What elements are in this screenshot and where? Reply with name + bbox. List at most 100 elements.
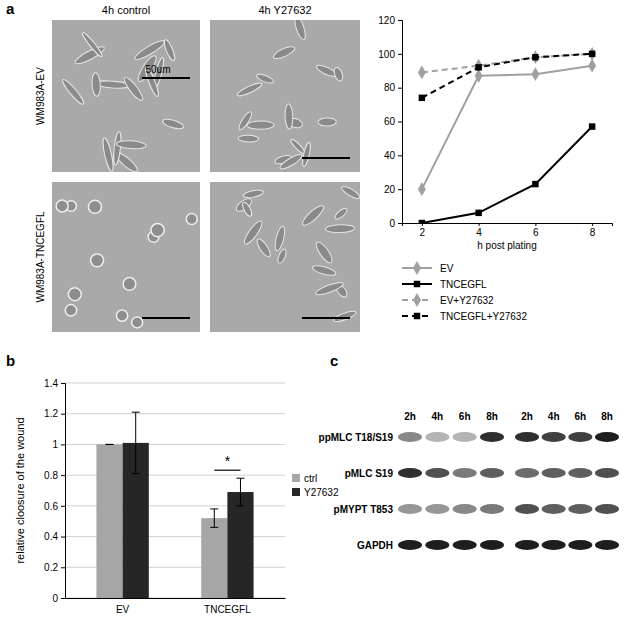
series-line xyxy=(422,66,592,189)
band xyxy=(595,468,619,478)
plot-area xyxy=(96,412,253,598)
series-marker xyxy=(532,181,538,187)
x-axis: 2468 xyxy=(403,223,613,238)
series-marker xyxy=(589,123,595,129)
cell xyxy=(272,44,296,61)
x-tick-label: 8 xyxy=(590,227,596,238)
band xyxy=(453,504,477,514)
y-tick-mark xyxy=(398,189,402,190)
cell xyxy=(237,110,254,131)
y-tick-mark xyxy=(398,20,402,21)
scale-bar xyxy=(142,317,190,319)
band xyxy=(542,432,566,442)
y-tick: 0.2 xyxy=(44,562,65,573)
cell xyxy=(123,278,136,291)
legend: ctrl Y27632 xyxy=(292,473,339,498)
cell xyxy=(333,66,345,82)
micrograph-background xyxy=(210,20,360,172)
x-tick-mark xyxy=(479,223,480,226)
cell xyxy=(340,184,360,200)
series-line xyxy=(422,54,592,98)
lane-label: 2h xyxy=(404,411,416,422)
series-marker xyxy=(419,95,425,101)
cell xyxy=(88,200,101,213)
panel-label: c xyxy=(330,352,338,369)
y-tick: 0.4 xyxy=(44,531,65,542)
cell xyxy=(241,201,253,217)
cell xyxy=(132,317,143,328)
band xyxy=(425,468,449,478)
y-axis: 020406080100120 xyxy=(378,15,402,229)
y-tick-mark xyxy=(398,54,402,55)
cell xyxy=(318,118,337,126)
micrograph xyxy=(52,20,200,172)
series-marker xyxy=(475,210,481,216)
band xyxy=(515,540,539,550)
x-tick-label: EV xyxy=(116,604,130,615)
y-tick-label: 120 xyxy=(378,15,395,26)
micrograph-background xyxy=(210,182,360,332)
y-tick-mark xyxy=(61,598,65,599)
y-tick-mark xyxy=(61,506,65,507)
cell xyxy=(112,131,122,165)
cell xyxy=(101,137,115,172)
legend-label: Y27632 xyxy=(304,487,339,498)
band xyxy=(515,432,539,442)
legend-label: EV xyxy=(440,263,454,274)
band xyxy=(480,468,504,478)
band xyxy=(595,540,619,550)
cell xyxy=(301,142,312,168)
y-tick-label: 1.4 xyxy=(44,378,58,389)
row-label: GAPDH xyxy=(357,540,393,551)
cell xyxy=(242,219,265,246)
cell xyxy=(289,138,306,155)
x-axis-title: h post plating xyxy=(477,240,537,251)
x-axis-line xyxy=(403,224,613,227)
x-axis: EV TNCEGFL xyxy=(66,598,286,615)
band xyxy=(515,468,539,478)
x-tick-mark xyxy=(535,223,536,226)
cell xyxy=(81,31,104,58)
y-tick-label: 60 xyxy=(384,116,396,127)
error-bar xyxy=(210,509,218,527)
cell xyxy=(247,121,274,129)
panel-label: a xyxy=(6,0,15,17)
band xyxy=(453,540,477,550)
y-tick-label: 100 xyxy=(378,49,395,60)
band xyxy=(595,432,619,442)
cell xyxy=(151,223,164,236)
y-axis-line xyxy=(61,384,66,599)
y-tick: 0 xyxy=(389,218,402,229)
lane-label: 4h xyxy=(548,411,560,422)
cell xyxy=(61,78,86,107)
cell xyxy=(91,254,104,267)
micrograph xyxy=(210,182,360,332)
x-tick-label: 4 xyxy=(476,227,482,238)
band xyxy=(568,432,592,442)
cell xyxy=(255,237,273,259)
y-tick: 120 xyxy=(378,15,402,26)
series-marker xyxy=(418,66,426,80)
y-tick: 60 xyxy=(384,116,402,127)
legend-marker xyxy=(413,293,421,307)
legend-item: Y27632 xyxy=(292,487,339,498)
x-tick-label: TNCEGFL xyxy=(204,604,251,615)
y-tick: 40 xyxy=(384,150,402,161)
x-tick: TNCEGFL xyxy=(204,598,251,615)
legend: EVTNCEGFLEV+Y27632TNCEGFL+Y27632 xyxy=(402,261,527,322)
series-marker xyxy=(588,47,596,61)
legend-label: ctrl xyxy=(304,473,317,484)
cell xyxy=(65,305,76,316)
blot xyxy=(398,432,619,550)
band xyxy=(425,432,449,442)
lane-label: 8h xyxy=(601,411,613,422)
legend-item: TNCEGFL+Y27632 xyxy=(402,311,527,322)
x-tick: 6 xyxy=(533,223,539,238)
row-label: WM983A-TNCEGFL xyxy=(35,211,46,303)
band xyxy=(425,540,449,550)
y-tick-label: 40 xyxy=(384,150,396,161)
cell xyxy=(116,140,146,150)
y-axis: 00.20.40.60.811.21.4 xyxy=(44,378,65,604)
legend-swatch xyxy=(292,474,300,482)
series-marker xyxy=(532,54,538,60)
